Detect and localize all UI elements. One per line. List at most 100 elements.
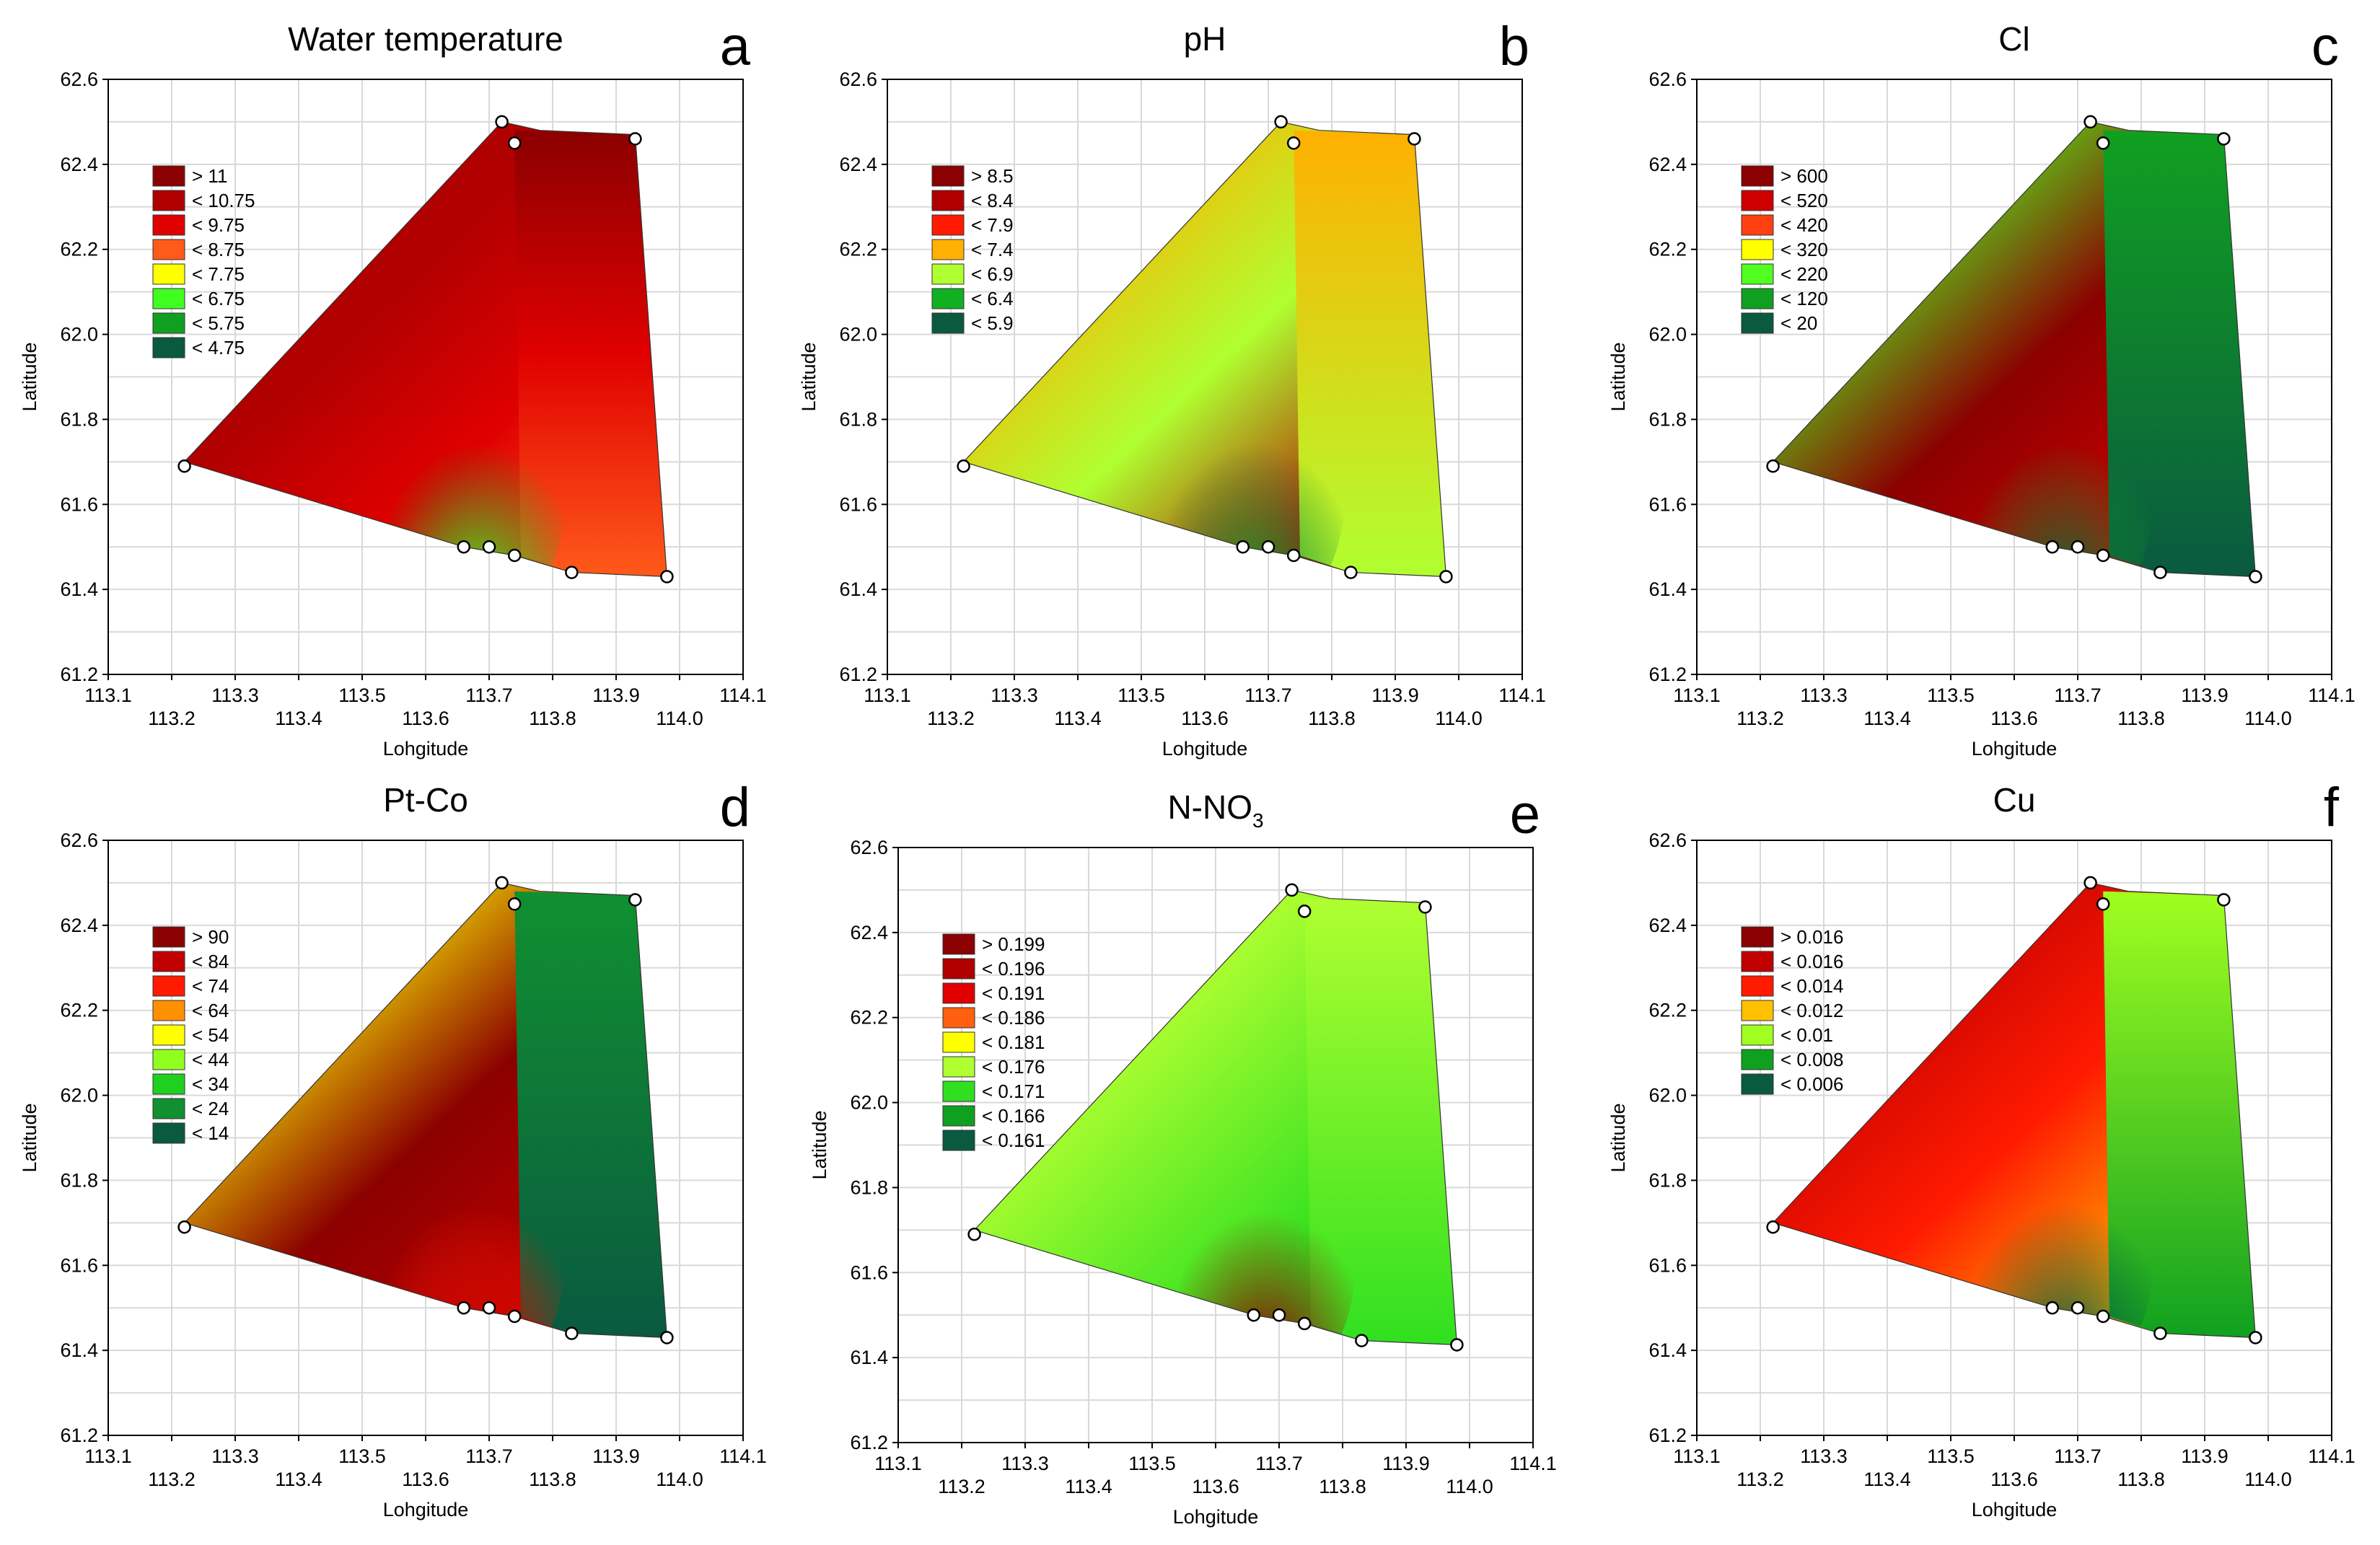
legend-label: < 74 <box>192 975 229 997</box>
y-tick-label: 61.4 <box>60 578 98 600</box>
y-tick-label: 61.6 <box>1648 493 1687 515</box>
sample-point <box>2217 132 2231 146</box>
sample-point <box>1297 1316 1312 1331</box>
legend-swatch <box>1741 1073 1774 1095</box>
legend-label: < 8.75 <box>192 239 245 260</box>
sample-point <box>1286 548 1301 563</box>
contour-low-zone <box>387 365 566 577</box>
legend-label: < 0.171 <box>982 1080 1045 1102</box>
legend-swatch <box>931 263 965 285</box>
sample-point <box>177 1220 191 1234</box>
sample-point <box>1272 1308 1286 1322</box>
x-tick-label: 114.0 <box>2244 708 2292 729</box>
x-tick-label: 113.6 <box>402 1469 449 1490</box>
x-tick-label: 113.4 <box>1054 708 1102 729</box>
legend: > 90 < 84 < 74 < 64 < 54 < 44 < 34 < 24 < 14 <box>152 926 229 1144</box>
x-tick-label: 113.7 <box>465 1445 513 1467</box>
y-tick-label: 61.6 <box>839 493 877 515</box>
y-axis-label: Latitude <box>1607 342 1629 411</box>
sample-point <box>1344 565 1358 579</box>
sample-point <box>1766 459 1780 473</box>
y-tick-label: 61.4 <box>1648 1339 1687 1361</box>
sample-point <box>957 459 970 473</box>
x-tick-label: 113.8 <box>529 708 576 729</box>
y-axis-label: Latitude <box>809 1110 830 1179</box>
sample-point <box>660 1331 674 1344</box>
contour-low-zone <box>1167 365 1345 577</box>
y-tick-label: 62.0 <box>839 324 877 345</box>
legend-swatch <box>152 975 185 997</box>
legend: > 0.016 < 0.016 < 0.014 < 0.012 < 0.01 < 0.00… <box>1741 926 1843 1095</box>
y-tick-label: 61.2 <box>60 1425 98 1446</box>
legend: > 8.5 < 8.4 < 7.9 < 7.4 < 6.9 < 6.4 < 5.9 <box>931 165 1014 334</box>
x-tick-label: 113.4 <box>1863 1469 1911 1490</box>
legend-label: < 5.75 <box>192 312 245 334</box>
x-tick-label: 113.6 <box>402 708 449 729</box>
panel-title: Cl <box>1998 20 2029 58</box>
legend-swatch <box>942 1031 975 1053</box>
sample-point <box>177 459 191 473</box>
legend-label: < 0.191 <box>982 982 1045 1004</box>
x-axis-label: Lohgitude <box>383 738 469 760</box>
y-tick-label: 61.8 <box>839 408 877 430</box>
legend-label: < 6.4 <box>971 288 1014 309</box>
legend-label: < 0.166 <box>982 1105 1045 1127</box>
x-tick-label: 113.1 <box>84 1445 132 1467</box>
x-tick-label: 113.5 <box>338 685 386 706</box>
x-tick-label: 113.2 <box>148 708 196 729</box>
x-tick-label: 113.6 <box>1181 708 1229 729</box>
legend-label: < 0.176 <box>982 1056 1045 1078</box>
legend-label: < 9.75 <box>192 214 245 236</box>
panel-title: Pt-Co <box>383 781 468 819</box>
legend-label: < 14 <box>192 1122 229 1144</box>
legend-swatch <box>931 214 965 236</box>
legend-label: > 90 <box>192 926 229 948</box>
x-tick-label: 113.1 <box>1673 685 1721 706</box>
legend-label: < 420 <box>1780 214 1828 236</box>
panel-letter: d <box>720 777 750 838</box>
x-tick-label: 113.5 <box>1128 1453 1176 1474</box>
legend-swatch <box>942 1080 975 1102</box>
y-tick-label: 61.8 <box>1648 1169 1687 1191</box>
sample-point <box>1450 1338 1464 1352</box>
x-tick-label: 113.3 <box>991 685 1038 706</box>
y-tick-label: 61.2 <box>839 664 877 685</box>
legend-swatch <box>152 263 185 285</box>
sample-point <box>2045 540 2060 554</box>
x-tick-label: 113.5 <box>338 1445 386 1467</box>
x-tick-label: 113.2 <box>927 708 975 729</box>
x-tick-label: 114.1 <box>1509 1453 1557 1474</box>
legend-swatch <box>152 190 185 211</box>
panel-letter: a <box>720 16 751 77</box>
legend-swatch <box>152 926 185 948</box>
legend-swatch <box>931 288 965 309</box>
legend-swatch <box>942 982 975 1004</box>
y-axis-label: Latitude <box>1607 1103 1629 1172</box>
panel-letter: e <box>1510 784 1540 845</box>
x-tick-label: 113.3 <box>1800 685 1848 706</box>
sample-point <box>495 115 509 129</box>
legend-swatch <box>1741 165 1774 187</box>
legend-swatch <box>1741 263 1774 285</box>
legend-swatch <box>1741 312 1774 334</box>
panel-d: 61.2 61.4 61.6 61.8 62.0 62.2 62.4 62.6 113.1 113… <box>19 777 767 1520</box>
legend-swatch <box>152 1098 185 1119</box>
x-tick-label: 113.4 <box>275 708 322 729</box>
panel-c: 61.2 61.4 61.6 61.8 62.0 62.2 62.4 62.6 113.1 113… <box>1607 16 2355 760</box>
legend-label: < 0.196 <box>982 958 1045 980</box>
legend-label: > 8.5 <box>971 165 1014 187</box>
y-tick-label: 61.8 <box>60 1169 98 1191</box>
x-tick-label: 113.2 <box>1736 708 1784 729</box>
x-tick-label: 113.7 <box>1255 1453 1303 1474</box>
sample-point <box>1766 1220 1780 1234</box>
y-axis-label: Latitude <box>19 342 40 411</box>
legend-label: > 600 <box>1780 165 1828 187</box>
sample-point <box>2071 1300 2085 1315</box>
sample-point <box>628 132 642 146</box>
legend-label: < 0.01 <box>1780 1024 1833 1046</box>
x-tick-label: 113.8 <box>2117 1469 2165 1490</box>
sample-point <box>507 136 522 150</box>
y-tick-label: 61.2 <box>1648 1425 1687 1446</box>
legend: > 0.199 < 0.196< 0.191 < 0.186< 0.181 < 0.1… <box>942 933 1045 1151</box>
x-axis-label: Lohgitude <box>1173 1506 1259 1528</box>
